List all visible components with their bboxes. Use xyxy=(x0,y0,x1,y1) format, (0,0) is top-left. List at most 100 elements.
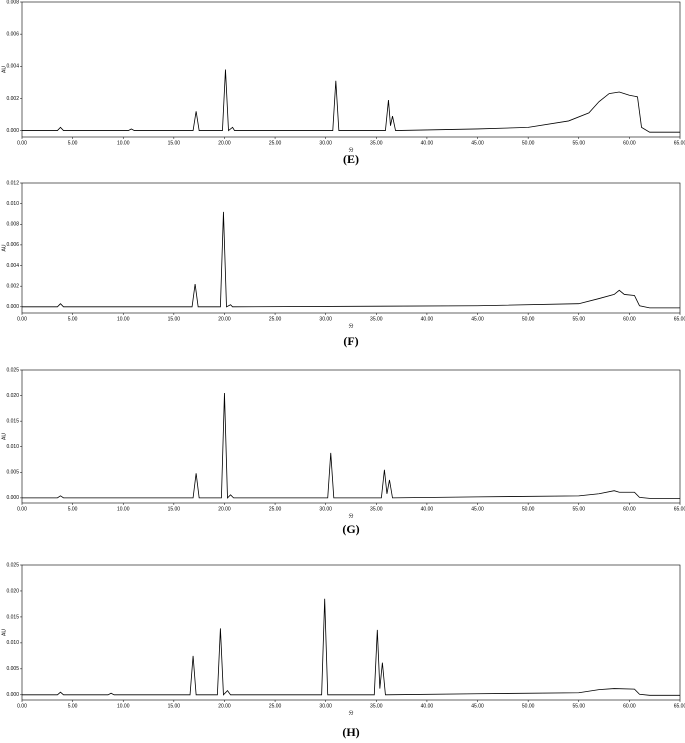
x-tick-label: 25.00 xyxy=(269,316,282,322)
x-tick-label: 5.00 xyxy=(68,703,78,709)
x-tick-label: 20.00 xyxy=(218,703,231,709)
x-tick-label: 50.00 xyxy=(522,140,535,146)
y-tick-label: 0.008 xyxy=(6,222,19,228)
y-tick-label: 0.020 xyxy=(6,588,19,594)
y-tick-label: 0.020 xyxy=(6,393,19,399)
x-tick-label: 30.00 xyxy=(319,506,332,512)
y-tick-label: 0.010 xyxy=(6,640,19,646)
x-axis-label: 分 xyxy=(348,512,353,519)
x-tick-label: 5.00 xyxy=(68,140,78,146)
x-tick-label: 25.00 xyxy=(269,703,282,709)
x-tick-label: 50.00 xyxy=(522,316,535,322)
y-tick-label: 0.025 xyxy=(6,562,19,568)
x-tick-label: 65.00 xyxy=(674,703,685,709)
x-tick-label: 20.00 xyxy=(218,140,231,146)
x-tick-label: 25.00 xyxy=(269,506,282,512)
panel-label: (H) xyxy=(342,725,359,739)
x-tick-label: 30.00 xyxy=(319,140,332,146)
x-axis-label: 分 xyxy=(348,322,353,329)
x-tick-label: 45.00 xyxy=(471,506,484,512)
x-tick-label: 25.00 xyxy=(269,140,282,146)
chromatogram-trace xyxy=(22,598,680,696)
y-axis-label: AU xyxy=(1,433,7,440)
y-tick-label: 0.004 xyxy=(6,263,19,269)
x-tick-label: 30.00 xyxy=(319,316,332,322)
y-tick-label: 0.000 xyxy=(6,128,19,134)
x-axis-label: 分 xyxy=(348,709,353,716)
x-tick-label: 60.00 xyxy=(623,316,636,322)
plot-frame xyxy=(21,369,681,504)
x-tick-label: 15.00 xyxy=(168,140,181,146)
x-tick-label: 15.00 xyxy=(168,703,181,709)
plot-frame xyxy=(21,182,681,314)
x-tick-label: 10.00 xyxy=(117,140,130,146)
chromatogram-trace xyxy=(22,393,680,499)
chromatogram-trace xyxy=(22,69,680,133)
y-tick-label: 0.004 xyxy=(6,64,19,70)
x-tick-label: 20.00 xyxy=(218,316,231,322)
x-tick-label: 0.00 xyxy=(17,316,27,322)
x-tick-label: 65.00 xyxy=(674,140,685,146)
x-tick-label: 10.00 xyxy=(117,703,130,709)
y-tick-label: 0.015 xyxy=(6,418,19,424)
x-tick-label: 45.00 xyxy=(471,140,484,146)
x-tick-label: 0.00 xyxy=(17,140,27,146)
x-tick-label: 40.00 xyxy=(421,506,434,512)
x-tick-label: 60.00 xyxy=(623,140,636,146)
plot-frame xyxy=(21,1,681,138)
x-tick-label: 5.00 xyxy=(68,316,78,322)
chromatogram-trace xyxy=(22,211,680,309)
x-tick-label: 20.00 xyxy=(218,506,231,512)
y-tick-label: 0.025 xyxy=(6,367,19,373)
panel-label: (G) xyxy=(342,522,359,536)
x-tick-label: 50.00 xyxy=(522,703,535,709)
x-tick-label: 15.00 xyxy=(168,506,181,512)
x-tick-label: 30.00 xyxy=(319,703,332,709)
x-tick-label: 40.00 xyxy=(421,703,434,709)
x-tick-label: 55.00 xyxy=(573,140,586,146)
y-tick-label: 0.000 xyxy=(6,304,19,310)
y-tick-label: 0.000 xyxy=(6,495,19,501)
x-tick-label: 35.00 xyxy=(370,703,383,709)
y-tick-label: 0.010 xyxy=(6,201,19,207)
y-tick-label: 0.006 xyxy=(6,242,19,248)
x-tick-label: 40.00 xyxy=(421,316,434,322)
y-tick-label: 0.005 xyxy=(6,470,19,476)
x-tick-label: 5.00 xyxy=(68,506,78,512)
x-tick-label: 55.00 xyxy=(573,506,586,512)
y-tick-label: 0.000 xyxy=(6,692,19,698)
panel-label: (F) xyxy=(343,334,358,348)
y-tick-label: 0.002 xyxy=(6,284,19,290)
y-tick-label: 0.006 xyxy=(6,31,19,37)
x-tick-label: 10.00 xyxy=(117,506,130,512)
plot-frame xyxy=(21,564,681,701)
y-tick-label: 0.010 xyxy=(6,444,19,450)
x-tick-label: 65.00 xyxy=(674,506,685,512)
x-tick-label: 55.00 xyxy=(573,703,586,709)
x-tick-label: 45.00 xyxy=(471,316,484,322)
x-tick-label: 45.00 xyxy=(471,703,484,709)
y-tick-label: 0.005 xyxy=(6,666,19,672)
panel-label: (E) xyxy=(343,152,359,166)
y-tick-label: 0.002 xyxy=(6,96,19,102)
y-tick-label: 0.008 xyxy=(6,0,19,5)
x-tick-label: 60.00 xyxy=(623,506,636,512)
x-tick-label: 65.00 xyxy=(674,316,685,322)
x-tick-label: 50.00 xyxy=(522,506,535,512)
x-tick-label: 35.00 xyxy=(370,316,383,322)
y-axis-label: AU xyxy=(1,629,7,636)
x-tick-label: 15.00 xyxy=(168,316,181,322)
x-tick-label: 35.00 xyxy=(370,140,383,146)
x-tick-label: 10.00 xyxy=(117,316,130,322)
y-axis-label: AU xyxy=(1,66,7,73)
x-tick-label: 0.00 xyxy=(17,703,27,709)
x-axis-label: 分 xyxy=(348,146,353,153)
y-tick-label: 0.015 xyxy=(6,614,19,620)
x-tick-label: 40.00 xyxy=(421,140,434,146)
x-tick-label: 35.00 xyxy=(370,506,383,512)
y-axis-label: AU xyxy=(1,244,7,251)
x-tick-label: 55.00 xyxy=(573,316,586,322)
x-tick-label: 0.00 xyxy=(17,506,27,512)
x-tick-label: 60.00 xyxy=(623,703,636,709)
